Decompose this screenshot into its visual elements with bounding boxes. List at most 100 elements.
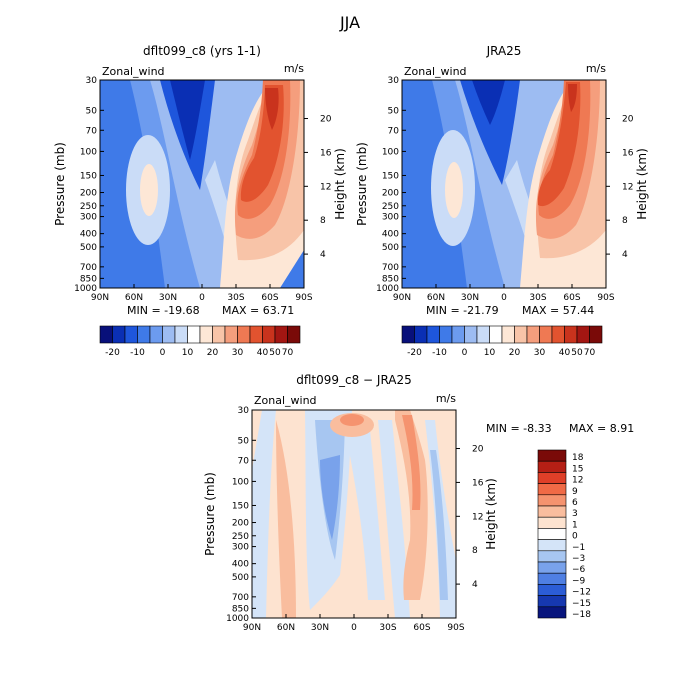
colorbar-label: 40 (257, 348, 269, 358)
x-tick-label: 90N (243, 623, 261, 633)
x-tick-label: 60N (125, 293, 143, 303)
y-tick-label: 1000 (226, 614, 249, 624)
colorbar-label: 0 (160, 348, 166, 358)
y-tick-label: 500 (382, 243, 399, 253)
colorbar-label: −12 (572, 588, 591, 598)
y-right-tick-label: 16 (472, 478, 484, 488)
units-label: m/s (436, 392, 456, 405)
min-value: MIN = -21.79 (426, 304, 499, 317)
y-right-tick-label: 4 (472, 580, 478, 590)
figure-title: JJA (339, 13, 360, 32)
y-right-tick-label: 12 (472, 512, 483, 522)
westerly-jet-5 (537, 82, 581, 207)
x-tick-label: 30S (379, 623, 396, 633)
y-tick-label: 200 (232, 519, 249, 529)
y-right-tick-label: 20 (622, 115, 634, 125)
colorbar-label: −3 (572, 554, 585, 564)
y-tick-label: 250 (382, 202, 399, 212)
y-right-tick-label: 4 (320, 250, 326, 260)
colorbar-swatch (476, 325, 490, 344)
colorbar-swatch (537, 572, 567, 585)
colorbar-swatch (537, 460, 567, 473)
colorbar-label: -10 (130, 348, 145, 358)
colorbar-swatch (537, 539, 567, 552)
colorbar-label: 50 (269, 348, 281, 358)
y-tick-label: 250 (80, 202, 97, 212)
y-tick-label: 30 (238, 406, 250, 416)
easterly-core (460, 80, 520, 185)
negative-band-south (378, 420, 410, 618)
panel-reanalysis: JRA25 Zonal_wind m/s 90N 60N 30N 0 30S 60S 90S… (355, 44, 649, 358)
colorbar-label: 18 (572, 453, 584, 463)
panel-title: dflt099_c8 (yrs 1-1) (143, 44, 261, 58)
y-axis-label: Pressure (mb) (53, 142, 67, 226)
colorbar-label: 40 (559, 348, 571, 358)
colorbar-swatch (262, 325, 276, 344)
units-label: m/s (586, 62, 606, 75)
y-right-tick-label: 16 (320, 148, 332, 158)
negative-core-30n (320, 455, 340, 540)
max-value: MAX = 8.91 (569, 422, 634, 435)
y-tick-label: 300 (232, 543, 249, 553)
y-tick-label: 150 (382, 171, 399, 181)
colorbar-swatch (224, 325, 238, 344)
colorbar-label: 20 (509, 348, 521, 358)
y-right-tick-label: 8 (472, 546, 478, 556)
negative-band-east-inner (430, 450, 448, 600)
positive-band-60s (395, 410, 428, 600)
colorbar-swatch (537, 561, 567, 574)
y-tick-label: 1000 (376, 284, 399, 294)
colorbar-swatch (501, 325, 515, 344)
colorbar-label: −1 (572, 543, 585, 553)
colorbar-label: -20 (105, 348, 120, 358)
max-value: MAX = 57.44 (522, 304, 594, 317)
x-tick-label: 30S (529, 293, 546, 303)
y-right-tick-label: 20 (472, 445, 484, 455)
colorbar-swatch (112, 325, 126, 344)
x-tick-label: 30N (159, 293, 177, 303)
y-tick-label: 500 (232, 573, 249, 583)
colorbar-swatch (537, 595, 567, 608)
colorbar-swatch (489, 325, 503, 344)
positive-core-equator (340, 414, 364, 426)
y-tick-label: 150 (232, 501, 249, 511)
positive-core-60s (402, 415, 421, 510)
colorbar-swatch (551, 325, 565, 344)
y-tick-label: 300 (382, 213, 399, 223)
colorbar-swatch (514, 325, 528, 344)
colorbar-swatch (537, 505, 567, 518)
colorbar-swatch (537, 449, 567, 462)
colorbar-swatch (537, 472, 567, 484)
y-right-tick-label: 4 (622, 250, 628, 260)
colorbar-swatch (187, 325, 201, 344)
colorbar-swatch (174, 325, 188, 344)
y-tick-label: 50 (388, 106, 400, 116)
colorbar-swatch (426, 325, 440, 344)
colorbar-label: 6 (572, 498, 578, 508)
westerly-jet-core (568, 84, 577, 112)
positive-band-60n (276, 420, 296, 618)
y-tick-label: 500 (80, 243, 97, 253)
panel-difference: dflt099_c8 − JRA25 Zonal_wind m/s 90N 60N… (203, 373, 634, 633)
y-axis-label: Pressure (mb) (203, 472, 217, 556)
colorbar-label: 0 (572, 532, 578, 542)
y-tick-label: 200 (382, 189, 399, 199)
y-tick-label: 700 (382, 263, 399, 273)
colorbar-swatch (237, 325, 251, 344)
colorbar-swatch (212, 325, 226, 344)
y-right-tick-label: 8 (320, 216, 326, 226)
colorbar-swatch (199, 325, 213, 344)
y-tick-label: 150 (80, 171, 97, 181)
y-axis-label: Pressure (mb) (355, 142, 369, 226)
x-tick-label: 30N (461, 293, 479, 303)
colorbar-label: 3 (572, 509, 578, 519)
colorbar-swatch (439, 325, 453, 344)
colorbar-swatch (537, 516, 567, 529)
x-tick-label: 90N (91, 293, 109, 303)
max-value: MAX = 63.71 (222, 304, 294, 317)
negative-band-equator (345, 430, 385, 600)
units-label: m/s (284, 62, 304, 75)
y-axis-right-label: Height (km) (635, 148, 649, 219)
x-tick-label: 60S (563, 293, 580, 303)
